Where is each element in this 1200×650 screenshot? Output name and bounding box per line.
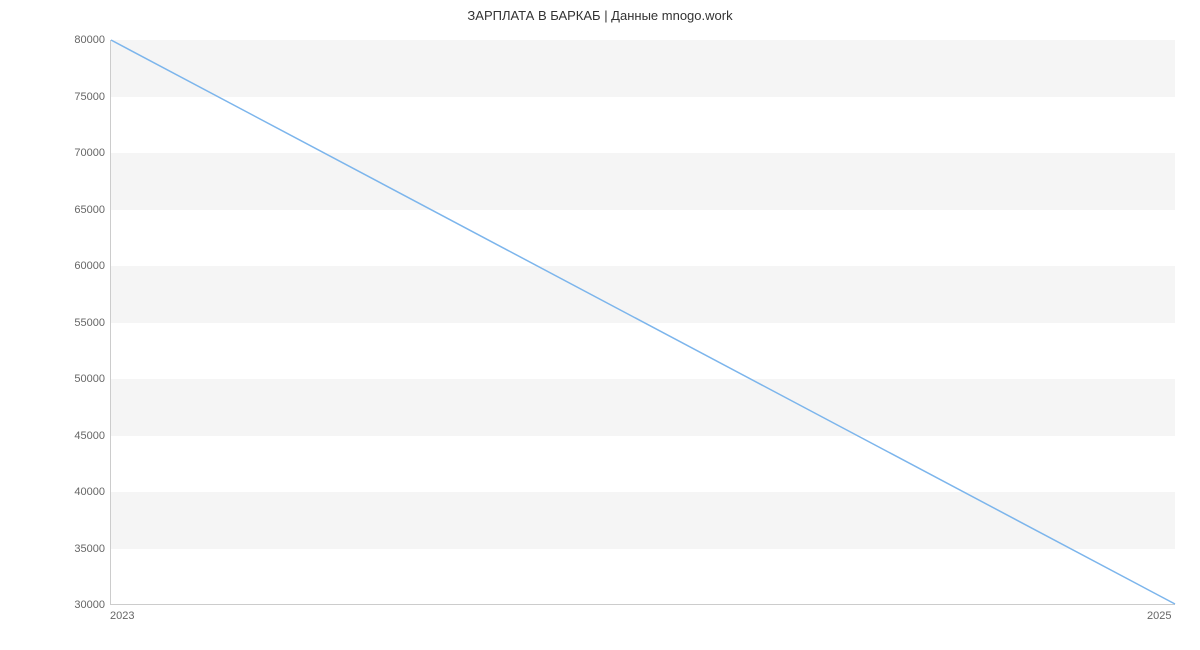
- y-tick-label: 30000: [55, 599, 105, 611]
- x-tick-label: 2025: [1147, 610, 1171, 622]
- y-tick-label: 45000: [55, 430, 105, 442]
- y-tick-label: 60000: [55, 260, 105, 272]
- y-tick-label: 80000: [55, 34, 105, 46]
- y-tick-label: 35000: [55, 543, 105, 555]
- line-series: [111, 40, 1175, 604]
- y-tick-label: 50000: [55, 373, 105, 385]
- y-tick-label: 65000: [55, 204, 105, 216]
- x-tick-label: 2023: [110, 610, 134, 622]
- chart-title: ЗАРПЛАТА В БАРКАБ | Данные mnogo.work: [0, 8, 1200, 23]
- y-tick-label: 75000: [55, 91, 105, 103]
- plot-area: [110, 40, 1175, 605]
- y-tick-label: 70000: [55, 147, 105, 159]
- chart-container: ЗАРПЛАТА В БАРКАБ | Данные mnogo.work 30…: [0, 0, 1200, 650]
- y-tick-label: 55000: [55, 317, 105, 329]
- y-tick-label: 40000: [55, 486, 105, 498]
- data-line: [111, 40, 1175, 604]
